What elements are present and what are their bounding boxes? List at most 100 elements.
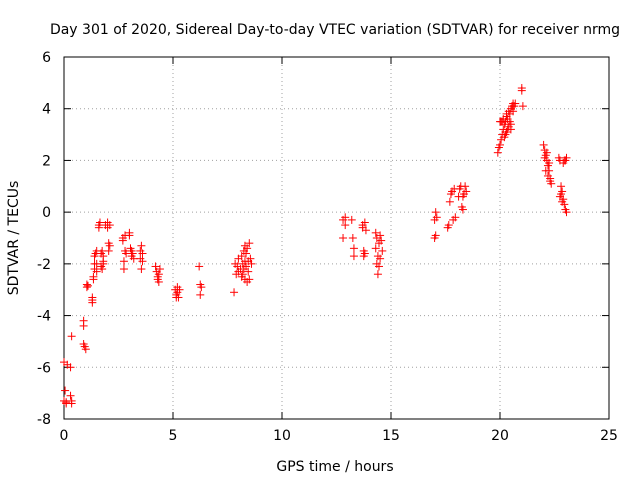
data-point bbox=[151, 262, 160, 271]
data-point bbox=[377, 236, 386, 245]
x-tick-label: 20 bbox=[491, 428, 509, 444]
data-point bbox=[542, 148, 551, 157]
data-point bbox=[99, 252, 108, 261]
data-point bbox=[349, 244, 358, 253]
data-points bbox=[60, 84, 571, 408]
data-point bbox=[61, 386, 70, 395]
data-point bbox=[445, 197, 454, 206]
data-point bbox=[99, 259, 108, 268]
data-point bbox=[432, 213, 441, 222]
data-point bbox=[62, 398, 71, 407]
data-point bbox=[174, 293, 183, 302]
data-point bbox=[155, 265, 164, 274]
data-point bbox=[341, 221, 350, 230]
data-point bbox=[154, 277, 163, 286]
data-point bbox=[105, 241, 114, 250]
data-point bbox=[94, 223, 103, 232]
data-point bbox=[378, 246, 387, 255]
data-point bbox=[493, 148, 502, 157]
data-point bbox=[244, 267, 253, 276]
ticks: 0 5 10 15 20 25 -8 -6 -4 -2 0 2 4 6 bbox=[37, 50, 618, 444]
data-point bbox=[461, 182, 470, 191]
data-point bbox=[431, 231, 440, 240]
data-point bbox=[348, 234, 357, 242]
data-point bbox=[562, 153, 571, 162]
data-point bbox=[341, 213, 350, 222]
data-point bbox=[444, 221, 453, 230]
data-point bbox=[119, 265, 128, 274]
data-point bbox=[237, 252, 246, 261]
y-tick-label: 4 bbox=[42, 102, 51, 118]
data-point bbox=[105, 221, 114, 230]
y-tick-label: 6 bbox=[42, 50, 51, 66]
data-point bbox=[196, 290, 205, 299]
data-point bbox=[245, 275, 254, 284]
data-point bbox=[539, 140, 548, 149]
x-tick-label: 10 bbox=[273, 428, 291, 444]
data-point bbox=[371, 228, 380, 237]
x-axis-label: GPS time / hours bbox=[276, 459, 393, 475]
data-point bbox=[517, 86, 526, 95]
data-point bbox=[373, 270, 382, 279]
x-tick-label: 5 bbox=[169, 428, 178, 444]
data-point bbox=[242, 262, 251, 271]
data-point bbox=[557, 190, 566, 199]
y-tick-label: 2 bbox=[42, 153, 51, 169]
data-point bbox=[506, 125, 515, 134]
y-tick-label: -4 bbox=[37, 309, 51, 325]
data-point bbox=[511, 99, 520, 108]
data-point bbox=[505, 117, 514, 126]
data-point bbox=[128, 249, 137, 258]
data-point bbox=[83, 281, 92, 290]
data-point bbox=[371, 244, 380, 253]
data-point bbox=[247, 259, 256, 268]
data-point bbox=[98, 265, 107, 274]
data-point bbox=[195, 262, 204, 271]
data-point bbox=[238, 270, 247, 279]
data-point bbox=[496, 140, 504, 149]
data-point bbox=[451, 213, 460, 222]
data-point bbox=[175, 285, 184, 294]
data-point bbox=[67, 332, 76, 341]
data-point bbox=[242, 249, 251, 258]
data-point bbox=[89, 275, 98, 284]
y-tick-label: -2 bbox=[37, 257, 51, 273]
data-point bbox=[118, 236, 127, 245]
data-point bbox=[376, 231, 385, 240]
data-point bbox=[137, 241, 146, 250]
data-point bbox=[547, 179, 556, 188]
data-point bbox=[360, 249, 369, 258]
data-point bbox=[243, 244, 252, 253]
data-point bbox=[66, 391, 75, 400]
y-tick-label: 0 bbox=[42, 205, 51, 221]
data-point bbox=[230, 288, 239, 297]
data-point bbox=[119, 257, 128, 266]
data-point bbox=[347, 215, 356, 224]
data-point bbox=[88, 298, 97, 307]
plot-frame bbox=[63, 56, 610, 420]
data-point bbox=[360, 218, 369, 227]
data-point bbox=[79, 321, 88, 330]
data-point bbox=[197, 283, 206, 292]
data-point bbox=[545, 166, 554, 175]
data-point bbox=[545, 159, 554, 168]
data-point bbox=[81, 345, 90, 354]
grid bbox=[64, 57, 609, 419]
data-point bbox=[66, 363, 75, 372]
data-point bbox=[462, 187, 471, 196]
data-point bbox=[361, 226, 370, 235]
chart-title: Day 301 of 2020, Sidereal Day-to-day VTE… bbox=[50, 22, 620, 38]
data-point bbox=[154, 270, 163, 279]
data-point bbox=[245, 239, 254, 248]
data-point bbox=[458, 205, 467, 214]
x-tick-label: 15 bbox=[382, 428, 400, 444]
data-point bbox=[138, 257, 147, 266]
data-point bbox=[431, 208, 440, 217]
data-point bbox=[82, 283, 91, 292]
data-point bbox=[509, 107, 518, 116]
data-point bbox=[558, 197, 567, 206]
x-tick-label: 25 bbox=[600, 428, 618, 444]
y-axis-label: SDTVAR / TECUs bbox=[6, 181, 22, 296]
y-tick-label: -6 bbox=[37, 360, 51, 376]
